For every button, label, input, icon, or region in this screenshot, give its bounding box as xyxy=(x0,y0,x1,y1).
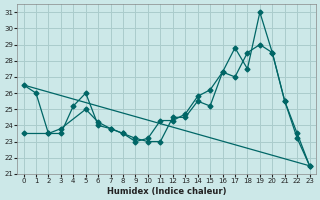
X-axis label: Humidex (Indice chaleur): Humidex (Indice chaleur) xyxy=(107,187,226,196)
